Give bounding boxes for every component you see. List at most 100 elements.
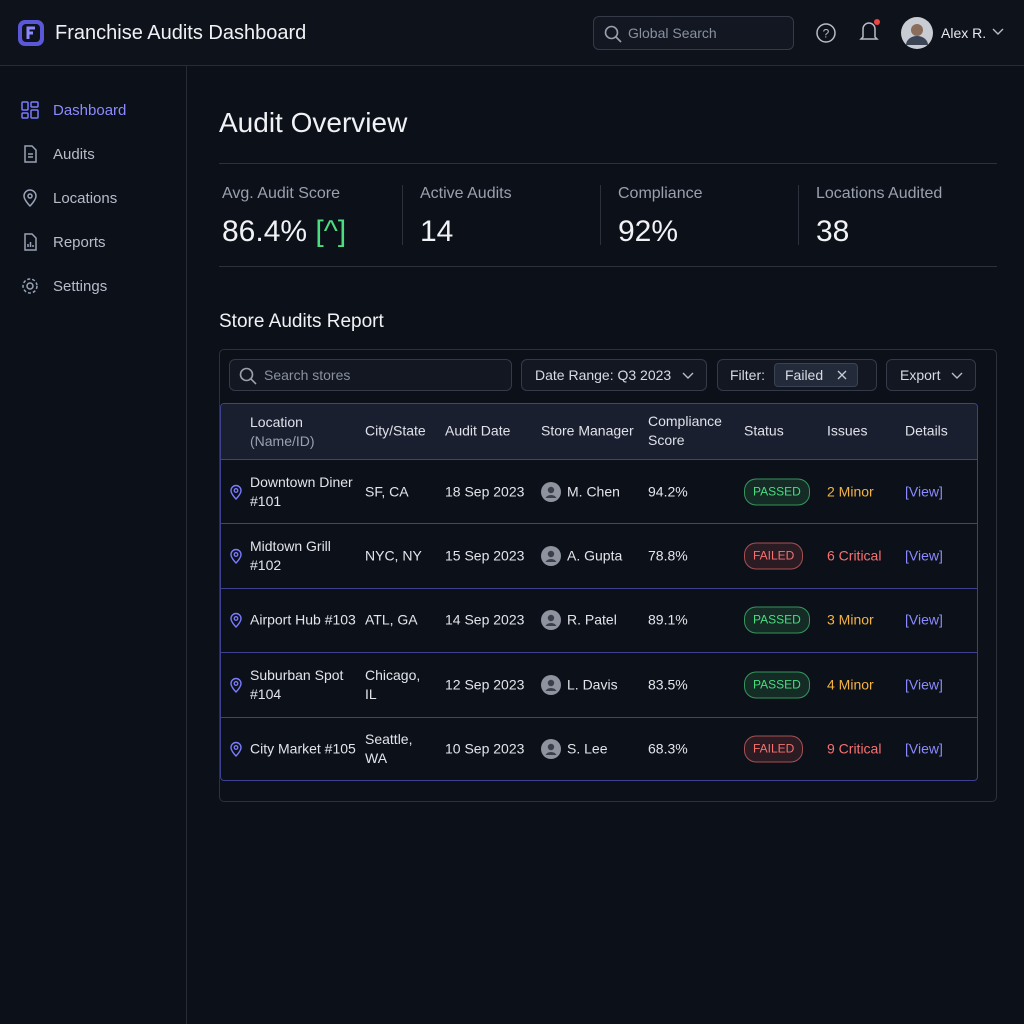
- issues-cell: 6 Critical: [827, 547, 882, 564]
- filter-chip[interactable]: Failed: [774, 363, 859, 387]
- date-cell: 14 Sep 2023: [445, 611, 525, 628]
- date-cell: 10 Sep 2023: [445, 740, 525, 757]
- kpi-number: 14: [420, 215, 454, 248]
- avatar[interactable]: [901, 17, 933, 49]
- kpi-value: 92%: [618, 215, 702, 249]
- score-cell: 83.5%: [648, 676, 688, 693]
- date-range-label: Date Range: Q3 2023: [535, 367, 672, 383]
- search-icon: [604, 25, 622, 43]
- search-icon: [239, 367, 257, 385]
- location-cell: Midtown Grill #102: [250, 538, 331, 574]
- details-link[interactable]: [View]: [905, 611, 943, 628]
- city-cell: Chicago, IL: [365, 666, 421, 702]
- kpi-label: Active Audits: [420, 185, 512, 202]
- status-pill: PASSED: [744, 606, 810, 634]
- nav-item[interactable]: Audits: [20, 144, 95, 164]
- column-subheader: (Name/ID): [250, 433, 315, 449]
- issues-cell: 2 Minor: [827, 483, 874, 500]
- kpi-separator: [600, 185, 601, 245]
- column-header: Location: [250, 414, 303, 430]
- nav-label: Dashboard: [53, 101, 127, 119]
- date-range[interactable]: Date Range: Q3 2023: [521, 359, 707, 391]
- search-placeholder: Search stores: [264, 367, 351, 383]
- export-button[interactable]: Export: [886, 359, 976, 391]
- table-row: Downtown Diner #101 SF, CA 18 Sep 2023 M. C…: [221, 459, 977, 523]
- table-row: Suburban Spot #104 Chicago, IL 12 Sep 2023…: [221, 652, 977, 716]
- user-name[interactable]: Alex R.: [941, 25, 987, 41]
- city-cell: SF, CA: [365, 483, 409, 500]
- table-row: Airport Hub #103 ATL, GA 14 Sep 2023 R. Pat…: [221, 587, 977, 652]
- remove-icon[interactable]: [837, 370, 847, 380]
- kpi-separator: [402, 185, 403, 245]
- status-pill: PASSED: [744, 478, 810, 506]
- manager-cell: A. Gupta: [567, 547, 623, 564]
- kpi-number: 38: [816, 215, 850, 248]
- date-cell: 12 Sep 2023: [445, 676, 525, 693]
- details-link[interactable]: [View]: [905, 483, 943, 500]
- kpi-number: 86.4%: [222, 215, 308, 248]
- store-search[interactable]: Search stores: [229, 359, 512, 391]
- column-header: Issues: [827, 422, 868, 439]
- details-link[interactable]: [View]: [905, 676, 943, 693]
- filter-chip-label: Failed: [785, 367, 824, 383]
- nav-item[interactable]: Settings: [20, 276, 107, 296]
- issues-cell: 4 Minor: [827, 676, 874, 693]
- issues-cell: 9 Critical: [827, 740, 882, 757]
- nav-label: Reports: [53, 233, 106, 251]
- nav-item[interactable]: Locations: [20, 188, 117, 208]
- svg-text:?: ?: [823, 27, 830, 41]
- kpi-value: 38: [816, 215, 942, 249]
- city-cell: ATL, GA: [365, 611, 418, 628]
- user-menu-chevron[interactable]: [992, 27, 1004, 37]
- nav-item[interactable]: Reports: [20, 232, 106, 252]
- kpi-trend: [^]: [315, 215, 347, 248]
- location-icon: [230, 613, 242, 629]
- kpi-value: 14: [420, 215, 512, 249]
- score-cell: 78.8%: [648, 547, 688, 564]
- manager-cell: R. Patel: [567, 611, 617, 628]
- kpi: Active Audits 14: [420, 185, 512, 249]
- location-cell: Suburban Spot #104: [250, 666, 344, 702]
- table-row: City Market #105 Seattle, WA 10 Sep 2023 S.…: [221, 716, 977, 780]
- filter-label: Filter:: [730, 367, 765, 383]
- kpi-value: 86.4% [^]: [222, 215, 346, 249]
- manager-avatar: [541, 481, 561, 502]
- app-title: Franchise Audits Dashboard: [55, 22, 307, 44]
- kpi: Locations Audited 38: [816, 185, 942, 249]
- status-pill: FAILED: [744, 542, 804, 570]
- date-cell: 15 Sep 2023: [445, 547, 525, 564]
- filter[interactable]: Filter: Failed: [717, 359, 877, 391]
- nav-icon: [22, 278, 38, 294]
- location-cell: City Market #105: [250, 740, 356, 757]
- date-cell: 18 Sep 2023: [445, 483, 525, 500]
- nav-icon: [24, 233, 37, 251]
- section-title: Store Audits Report: [219, 311, 384, 332]
- notifications-icon[interactable]: [858, 18, 882, 44]
- location-cell: Downtown Diner #101: [250, 473, 353, 509]
- nav-label: Locations: [53, 189, 118, 207]
- global-search[interactable]: Global Search: [593, 16, 794, 50]
- nav-item[interactable]: Dashboard: [20, 100, 126, 120]
- chevron: [682, 372, 694, 379]
- details-link[interactable]: [View]: [905, 740, 943, 757]
- column-header: Audit Date: [445, 422, 511, 439]
- manager-avatar: [541, 739, 561, 760]
- location-icon: [230, 548, 242, 565]
- kpi-label: Locations Audited: [816, 185, 943, 202]
- kpi-label: Avg. Audit Score: [222, 185, 340, 202]
- column-header: Details: [905, 422, 948, 439]
- column-header: Compliance Score: [648, 413, 722, 448]
- manager-avatar: [541, 610, 561, 631]
- score-cell: 94.2%: [648, 483, 688, 500]
- help-icon[interactable]: ?: [815, 22, 837, 44]
- page-title: Audit Overview: [219, 107, 408, 138]
- status-pill: PASSED: [744, 671, 810, 699]
- status-pill: FAILED: [744, 735, 804, 763]
- top-bar: Franchise Audits Dashboard Global Search…: [0, 0, 1024, 66]
- details-link[interactable]: [View]: [905, 547, 943, 564]
- table-header: [221, 404, 977, 459]
- issues-cell: 3 Minor: [827, 611, 874, 628]
- search-placeholder: Global Search: [628, 25, 717, 41]
